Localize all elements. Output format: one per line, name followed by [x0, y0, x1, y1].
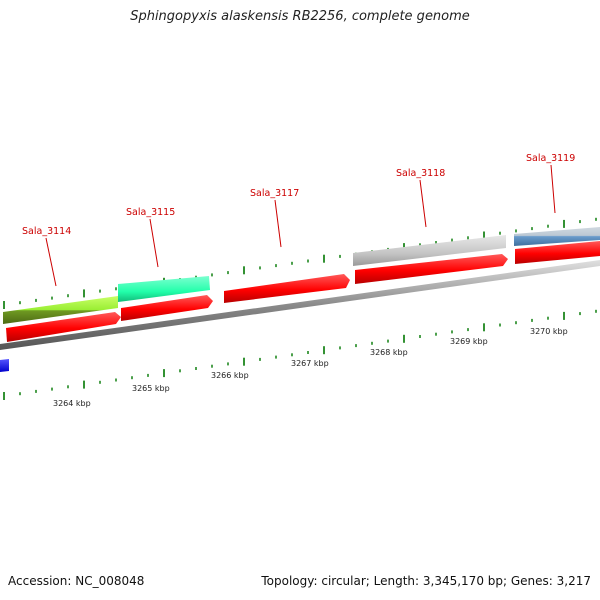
cds-arrow-sala-3118	[355, 254, 508, 284]
genome-summary-text: Topology: circular; Length: 3,345,170 bp…	[261, 574, 591, 588]
feature-bar-grey	[353, 235, 506, 266]
kbp-label: 3265 kbp	[132, 384, 170, 393]
accession-text: Accession: NC_008048	[8, 574, 145, 588]
gene-label-line	[149, 218, 159, 268]
gene-label[interactable]: Sala_3118	[396, 168, 445, 179]
kbp-label: 3268 kbp	[370, 348, 408, 357]
gene-label-line	[550, 164, 556, 214]
genome-title: Sphingopyxis alaskensis RB2256, complete…	[130, 9, 470, 24]
gene-label[interactable]: Sala_3115	[126, 207, 175, 218]
feature-bar-aqua	[118, 276, 210, 302]
gene-label-line	[274, 199, 282, 248]
cds-arrow-sala-3119	[515, 241, 600, 264]
kbp-label: 3266 kbp	[211, 371, 249, 380]
feature-bar-lime	[3, 296, 118, 324]
gene-label-line	[419, 179, 427, 228]
kbp-label: 3264 kbp	[53, 399, 91, 408]
feature-bar-steel	[514, 227, 600, 246]
cds-arrow-sala-3117	[224, 274, 350, 303]
gene-label[interactable]: Sala_3119	[526, 153, 575, 164]
upper-tick-row	[3, 217, 597, 309]
kbp-label: 3270 kbp	[530, 327, 568, 336]
kbp-label: 3269 kbp	[450, 337, 488, 346]
cds-arrow-sala-3114	[6, 312, 121, 342]
genome-backbone	[0, 260, 600, 350]
feature-bar-blue	[0, 359, 9, 372]
cds-arrow-sala-3115	[121, 295, 213, 321]
kbp-label: 3267 kbp	[291, 359, 329, 368]
gene-label[interactable]: Sala_3114	[22, 226, 71, 237]
lower-tick-row	[3, 309, 597, 400]
gene-label[interactable]: Sala_3117	[250, 188, 299, 199]
gene-label-line	[45, 237, 57, 287]
